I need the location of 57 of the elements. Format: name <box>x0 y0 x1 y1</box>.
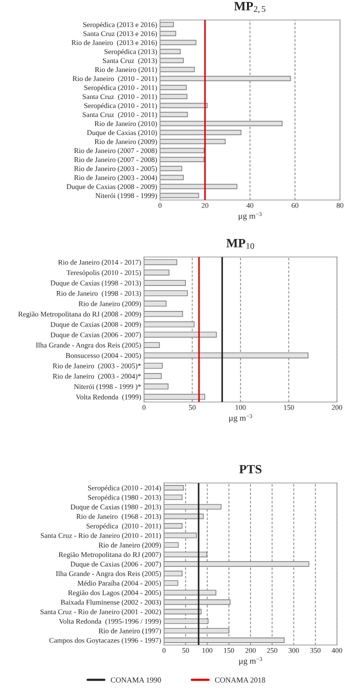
x-axis-title: µg m$^{−3}$ <box>238 657 262 666</box>
bar <box>144 259 178 266</box>
bar <box>160 48 181 54</box>
bar <box>164 590 216 596</box>
bar <box>164 628 230 634</box>
chart-title: MP$_{2,5}$ <box>234 2 266 14</box>
bar <box>160 184 238 190</box>
bar <box>144 342 160 348</box>
bar <box>164 618 208 624</box>
bar <box>164 542 179 548</box>
bar <box>164 552 208 558</box>
x-axis-title: µg m$^{−3}$ <box>238 212 262 220</box>
bar <box>164 532 197 538</box>
bar <box>160 30 176 36</box>
bar <box>160 148 204 154</box>
bar <box>164 494 183 500</box>
x-axis-title: µg m$^{−3}$ <box>228 414 252 422</box>
bar <box>160 102 208 108</box>
bar <box>164 504 222 510</box>
bar <box>160 112 188 118</box>
bar <box>164 638 285 643</box>
bar <box>160 22 174 28</box>
bar <box>164 608 202 614</box>
bar <box>160 192 200 198</box>
bar <box>160 166 182 172</box>
bar <box>164 485 184 490</box>
bar <box>164 599 231 605</box>
bar <box>160 120 283 126</box>
bar <box>144 394 206 400</box>
bar <box>164 514 204 520</box>
bar <box>160 58 184 64</box>
bar <box>160 138 226 144</box>
bar <box>160 94 188 100</box>
bar <box>144 321 195 328</box>
bar <box>160 40 196 46</box>
bar <box>144 270 170 276</box>
bar <box>144 311 183 317</box>
bar <box>160 66 195 72</box>
bar <box>144 362 163 369</box>
bar <box>144 384 168 390</box>
bar <box>144 352 308 358</box>
bar <box>164 570 183 576</box>
bar <box>160 84 187 90</box>
bar <box>160 156 204 162</box>
bar <box>144 290 188 296</box>
bar <box>164 523 183 529</box>
chart-title: MP$_{10}$ <box>226 239 254 250</box>
bar <box>144 373 162 380</box>
bar <box>160 76 291 82</box>
bar <box>144 332 217 338</box>
bar <box>144 300 167 307</box>
bar <box>164 580 178 586</box>
bar <box>160 130 242 136</box>
chart-title: PTS <box>239 465 262 474</box>
bar <box>144 280 186 286</box>
bar <box>160 174 184 180</box>
bar <box>164 561 310 567</box>
